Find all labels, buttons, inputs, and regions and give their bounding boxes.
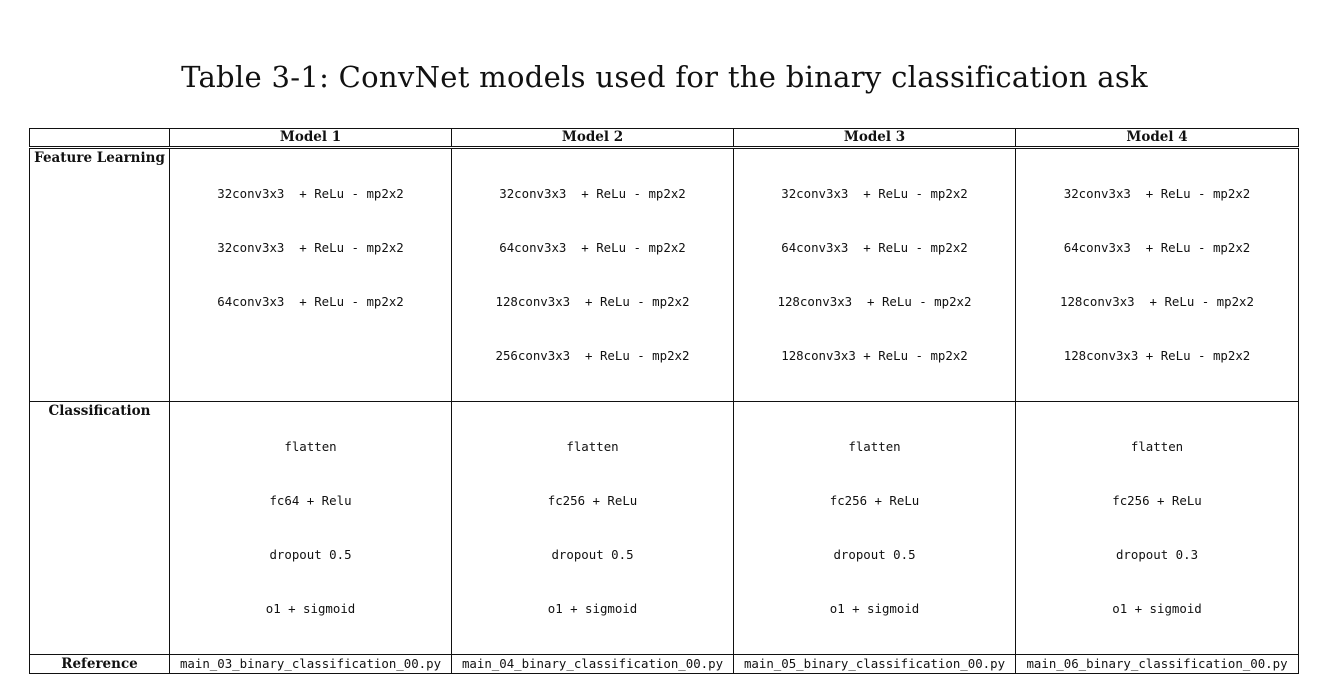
layer-line: dropout 0.5 xyxy=(269,547,352,562)
row-label-feature-learning: Feature Learning xyxy=(29,147,170,402)
layer-line: 64conv3x3 + ReLu - mp2x2 xyxy=(781,240,968,255)
reference-cell-model-4: main_06_binary_classification_00.py xyxy=(1015,654,1299,674)
feature-cell-model-2: 32conv3x3 + ReLu - mp2x2 64conv3x3 + ReL… xyxy=(451,147,734,402)
table-caption: Table 3-1: ConvNet models used for the b… xyxy=(181,60,1148,94)
layer-line: o1 + sigmoid xyxy=(829,601,920,616)
layer-line: fc256 + ReLu xyxy=(829,493,920,508)
header-cell-model-4: Model 4 xyxy=(1015,128,1299,149)
layer-line: 32conv3x3 + ReLu - mp2x2 xyxy=(217,186,404,201)
layer-line: flatten xyxy=(566,439,619,454)
layer-line: 128conv3x3 + ReLu - mp2x2 xyxy=(1060,294,1254,309)
layer-line: flatten xyxy=(284,439,337,454)
layer-line: 64conv3x3 + ReLu - mp2x2 xyxy=(1063,240,1251,255)
layer-line: 128conv3x3 + ReLu - mp2x2 xyxy=(1063,348,1251,363)
feature-cell-model-1: 32conv3x3 + ReLu - mp2x2 32conv3x3 + ReL… xyxy=(169,147,452,402)
layer-line: 256conv3x3 + ReLu - mp2x2 xyxy=(495,348,690,363)
layer-line: 128conv3x3 + ReLu - mp2x2 xyxy=(781,348,968,363)
layer-line: dropout 0.3 xyxy=(1115,547,1199,562)
reference-cell-model-1: main_03_binary_classification_00.py xyxy=(169,654,452,674)
feature-cell-model-3: 32conv3x3 + ReLu - mp2x2 64conv3x3 + ReL… xyxy=(733,147,1016,402)
models-table: Model 1 Model 2 Model 3 Model 4 Feature … xyxy=(29,128,1299,674)
layer-line: flatten xyxy=(848,439,901,454)
classification-cell-model-2: flatten fc256 + ReLu dropout 0.5 o1 + si… xyxy=(451,401,734,655)
header-cell-empty xyxy=(29,128,170,149)
layer-line: o1 + sigmoid xyxy=(265,601,356,616)
classification-row: Classification flatten fc64 + Relu dropo… xyxy=(29,401,1299,655)
feature-learning-row: Feature Learning 32conv3x3 + ReLu - mp2x… xyxy=(29,147,1299,402)
header-cell-model-1: Model 1 xyxy=(169,128,452,149)
layer-line: 128conv3x3 + ReLu - mp2x2 xyxy=(777,294,972,309)
layer-line: dropout 0.5 xyxy=(551,547,634,562)
layer-line: 128conv3x3 + ReLu - mp2x2 xyxy=(495,294,690,309)
layer-line: fc256 + ReLu xyxy=(547,493,638,508)
classification-cell-model-1: flatten fc64 + Relu dropout 0.5 o1 + sig… xyxy=(169,401,452,655)
reference-cell-model-2: main_04_binary_classification_00.py xyxy=(451,654,734,674)
feature-cell-model-4: 32conv3x3 + ReLu - mp2x2 64conv3x3 + ReL… xyxy=(1015,147,1299,402)
row-label-reference: Reference xyxy=(29,654,170,674)
layer-line: fc64 + Relu xyxy=(269,493,352,508)
layer-line: flatten xyxy=(1130,439,1184,454)
row-label-classification: Classification xyxy=(29,401,170,655)
layer-line: 32conv3x3 + ReLu - mp2x2 xyxy=(1063,186,1251,201)
layer-line: 32conv3x3 + ReLu - mp2x2 xyxy=(781,186,968,201)
header-cell-model-2: Model 2 xyxy=(451,128,734,149)
layer-line: 64conv3x3 + ReLu - mp2x2 xyxy=(217,294,404,309)
layer-line: o1 + sigmoid xyxy=(547,601,638,616)
layer-line: o1 + sigmoid xyxy=(1112,601,1202,616)
layer-line: fc256 + ReLu xyxy=(1112,493,1202,508)
header-row: Model 1 Model 2 Model 3 Model 4 xyxy=(29,128,1299,149)
header-cell-model-3: Model 3 xyxy=(733,128,1016,149)
classification-cell-model-4: flatten fc256 + ReLu dropout 0.3 o1 + si… xyxy=(1015,401,1299,655)
layer-line: 32conv3x3 + ReLu - mp2x2 xyxy=(217,240,404,255)
classification-cell-model-3: flatten fc256 + ReLu dropout 0.5 o1 + si… xyxy=(733,401,1016,655)
layer-line: 64conv3x3 + ReLu - mp2x2 xyxy=(499,240,686,255)
layer-line: 32conv3x3 + ReLu - mp2x2 xyxy=(499,186,686,201)
reference-cell-model-3: main_05_binary_classification_00.py xyxy=(733,654,1016,674)
layer-line: dropout 0.5 xyxy=(833,547,916,562)
reference-row: Reference main_03_binary_classification_… xyxy=(29,654,1299,674)
